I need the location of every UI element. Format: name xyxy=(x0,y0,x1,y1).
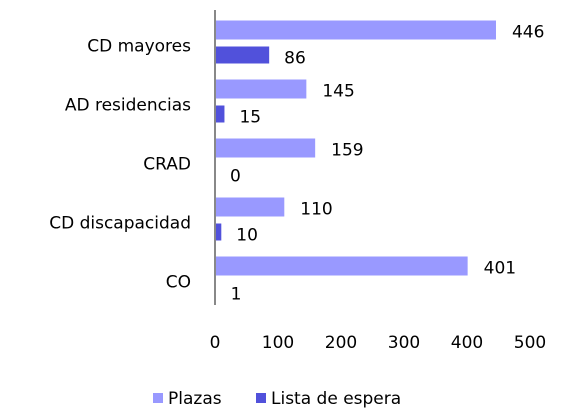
legend-label: Lista de espera xyxy=(271,389,401,409)
x-tick-label: 100 xyxy=(262,333,294,353)
legend-swatch xyxy=(256,393,266,403)
y-tick-label: CD discapacidad xyxy=(49,214,191,234)
y-tick-label: AD residencias xyxy=(65,96,191,116)
value-label: 1 xyxy=(231,285,242,305)
value-label: 446 xyxy=(512,23,544,43)
x-tick-label: 500 xyxy=(514,333,546,353)
bar xyxy=(215,256,468,276)
y-tick-label: CO xyxy=(166,273,191,293)
value-label: 401 xyxy=(484,259,516,279)
x-tick-label: 200 xyxy=(325,333,357,353)
x-tick-label: 0 xyxy=(210,333,221,353)
bar xyxy=(215,46,270,64)
value-label: 110 xyxy=(300,200,332,220)
value-label: 86 xyxy=(284,49,306,69)
x-tick-label: 300 xyxy=(388,333,420,353)
bar xyxy=(215,197,285,217)
value-label: 15 xyxy=(239,108,261,128)
bar xyxy=(215,79,307,99)
y-tick-label: CD mayores xyxy=(87,37,191,57)
x-tick-label: 400 xyxy=(451,333,483,353)
value-label: 145 xyxy=(322,82,354,102)
bar xyxy=(215,138,316,158)
bar xyxy=(215,20,496,40)
value-label: 159 xyxy=(331,141,363,161)
y-tick-label: CRAD xyxy=(143,155,191,175)
value-label: 0 xyxy=(230,167,241,187)
bar xyxy=(215,105,225,123)
legend-label: Plazas xyxy=(168,389,222,409)
value-label: 10 xyxy=(236,226,258,246)
bar xyxy=(215,223,222,241)
legend-swatch xyxy=(153,393,163,403)
